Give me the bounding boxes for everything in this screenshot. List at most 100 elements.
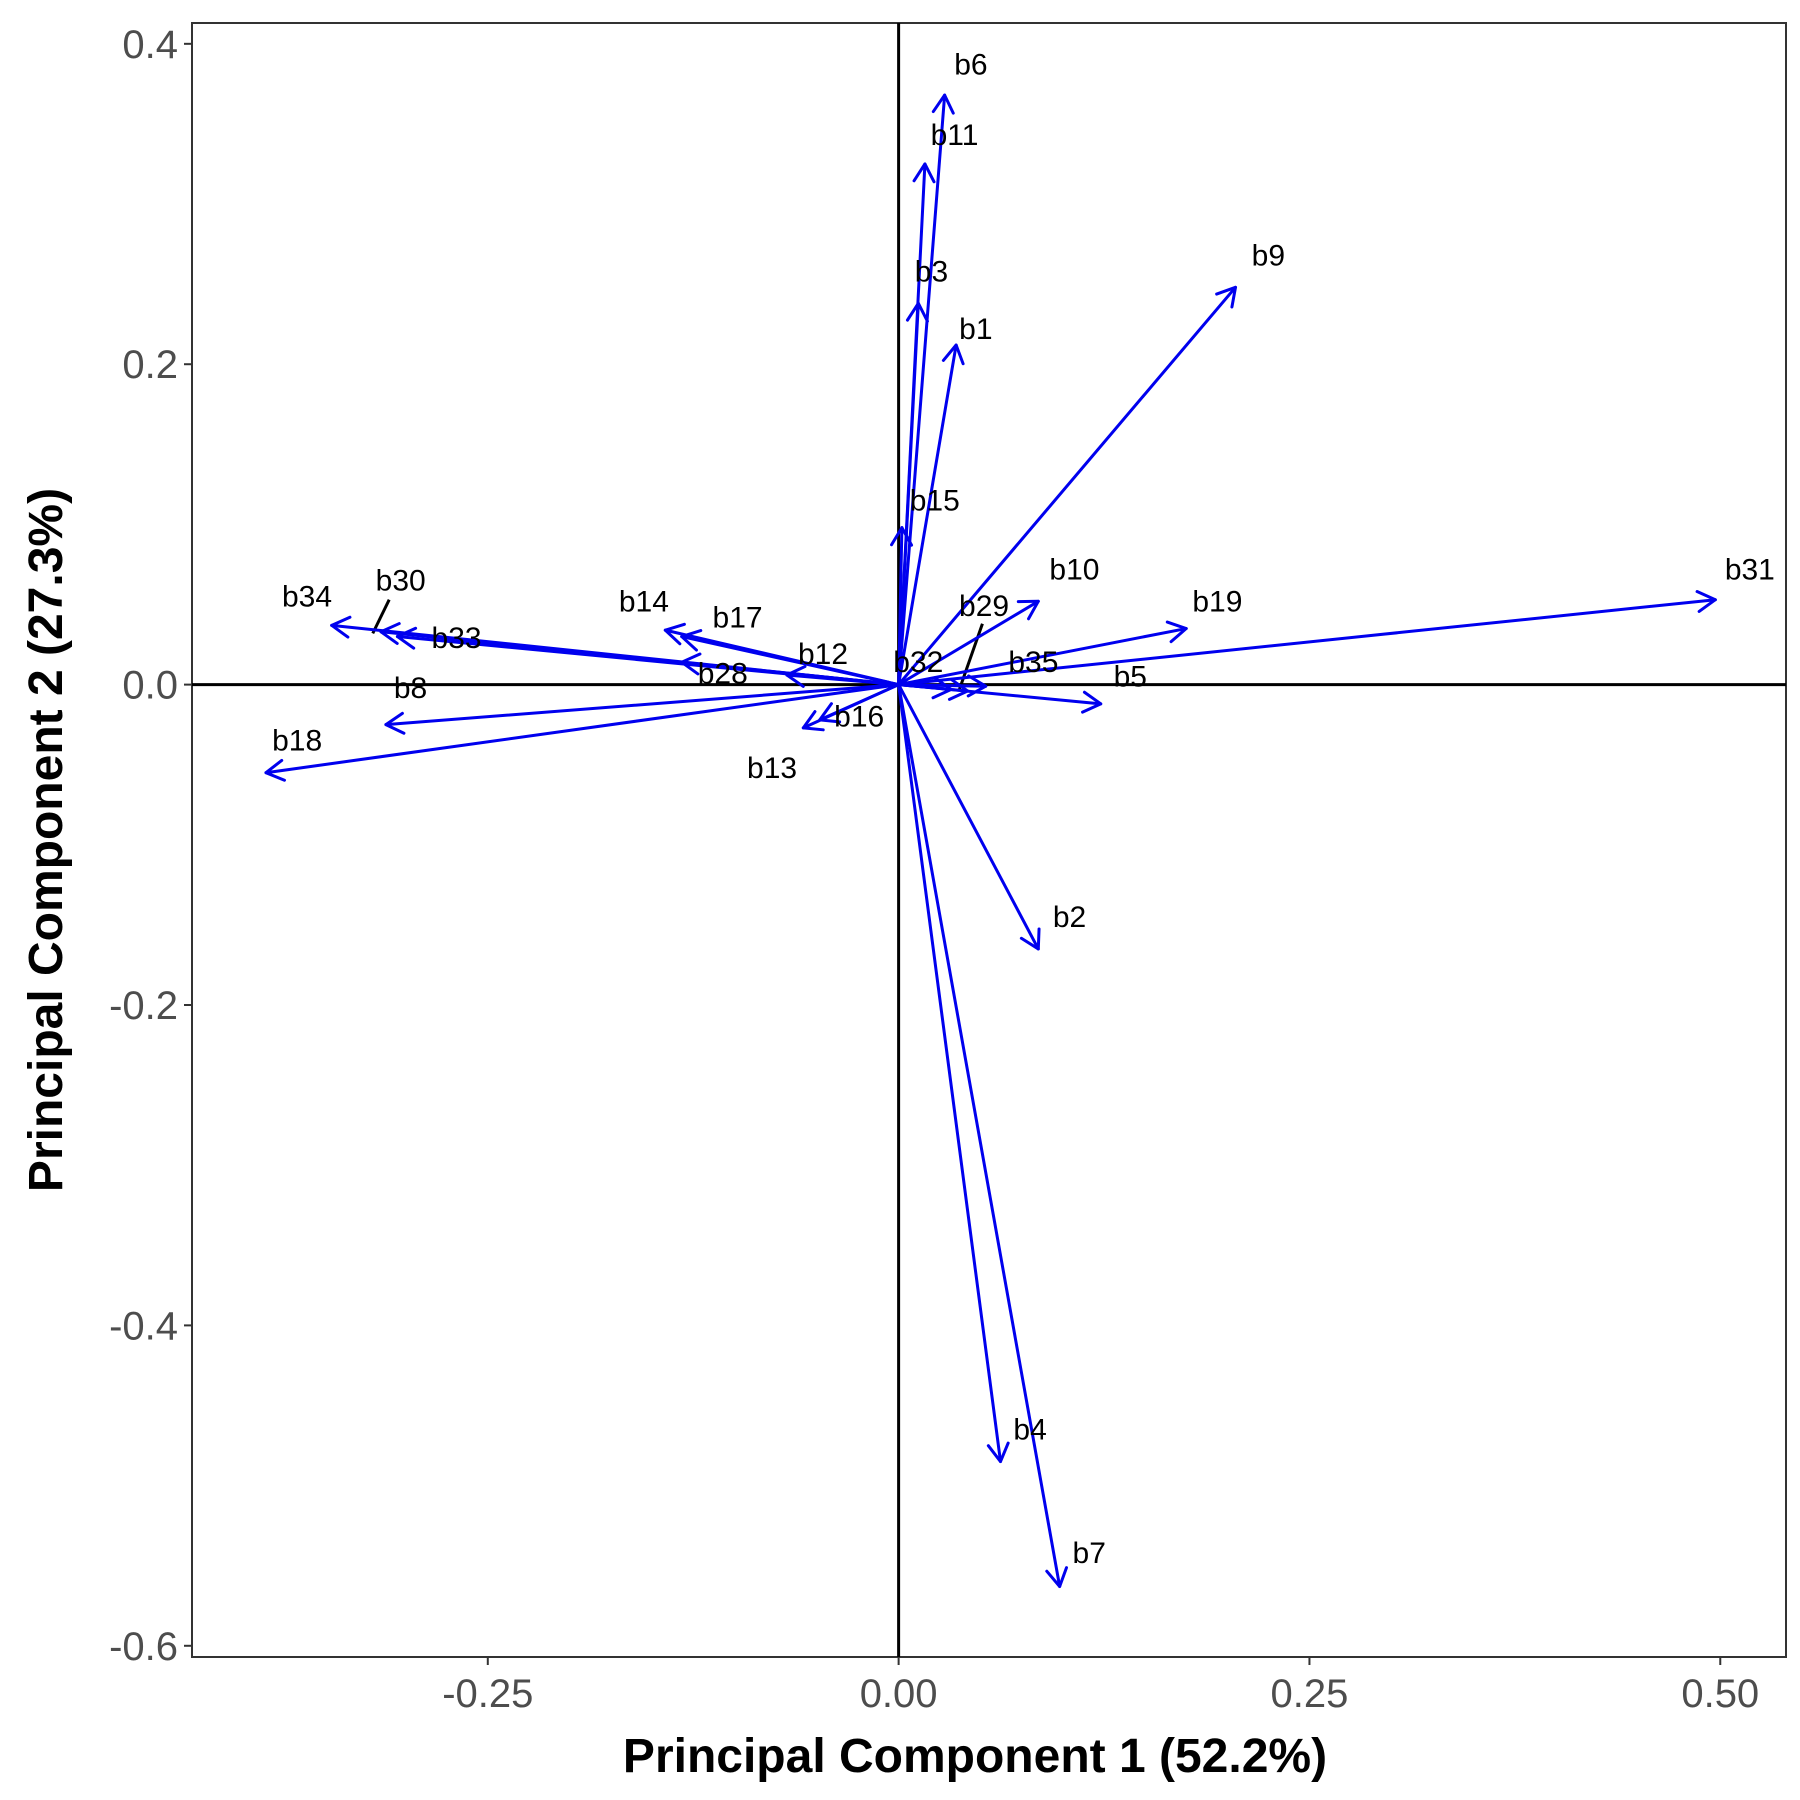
- vector-label-b13: b13: [747, 752, 797, 785]
- arrow-b1: [897, 343, 965, 687]
- vector-label-b12: b12: [798, 638, 848, 671]
- arrow-shaft-b2: [897, 683, 1040, 951]
- arrow-b17: [680, 629, 901, 687]
- arrow-shaft-b34: [330, 623, 901, 687]
- arrow-b8: [384, 683, 901, 735]
- arrow-shaft-b8: [384, 683, 901, 727]
- y-tick-label: -0.4: [109, 1304, 178, 1348]
- y-tick-label: 0.4: [122, 23, 178, 67]
- vector-label-b33: b33: [432, 622, 482, 655]
- arrow-head-b14: [663, 622, 686, 646]
- arrow-shaft-b18: [264, 683, 901, 775]
- vector-label-b9: b9: [1252, 239, 1285, 272]
- x-tick-label: 0.00: [860, 1672, 938, 1716]
- arrow-b7: [897, 683, 1068, 1589]
- arrow-shaft-b6: [897, 93, 947, 687]
- vector-label-b17: b17: [713, 601, 763, 634]
- y-axis-title: Principal Component 2 (27.3%): [20, 488, 73, 1192]
- arrow-b4: [897, 683, 1010, 1464]
- y-tick-label: -0.2: [109, 984, 178, 1028]
- leader-line-b29: [958, 623, 984, 690]
- vector-label-b28: b28: [698, 657, 748, 690]
- arrow-shaft-b16: [818, 683, 901, 722]
- arrow-b9: [897, 285, 1237, 687]
- arrow-b18: [264, 683, 901, 782]
- arrow-b19: [897, 620, 1188, 687]
- leader-line-b30: [371, 599, 391, 635]
- arrow-head-b6: [931, 93, 955, 115]
- arrow-b16: [818, 683, 901, 724]
- arrow-head-b4: [986, 1441, 1010, 1464]
- arrow-head-b31: [1695, 590, 1717, 613]
- loading-vectors: [264, 93, 1717, 1589]
- plot-panel-border: [191, 22, 1787, 1658]
- x-tick-label: -0.25: [442, 1672, 533, 1716]
- arrow-shaft-b17: [680, 635, 901, 687]
- arrow-shaft-b4: [897, 683, 1003, 1464]
- y-tick-label: -0.6: [109, 1625, 178, 1669]
- vector-label-b32: b32: [893, 646, 943, 679]
- arrow-head-b19: [1165, 620, 1188, 644]
- arrow-b15: [890, 526, 914, 687]
- arrow-shaft-b7: [897, 683, 1062, 1589]
- arrow-b35: [897, 674, 988, 698]
- arrow-head-b10: [1016, 599, 1040, 621]
- arrow-shaft-b35: [897, 683, 988, 688]
- arrow-shaft-b11: [897, 162, 927, 687]
- arrow-head-b7: [1045, 1566, 1068, 1589]
- vector-label-b4: b4: [1013, 1414, 1046, 1447]
- y-tick-label: 0.2: [122, 343, 178, 387]
- vector-label-b35: b35: [1008, 646, 1058, 679]
- arrow-shaft-b15: [897, 526, 904, 687]
- vector-label-b29: b29: [959, 590, 1009, 623]
- arrow-shaft-b31: [897, 598, 1717, 687]
- arrow-head-b9: [1215, 285, 1237, 309]
- vector-label-b15: b15: [910, 484, 960, 517]
- arrow-shaft-b19: [897, 627, 1188, 687]
- x-axis-title: Principal Component 1 (52.2%): [623, 1730, 1327, 1783]
- arrow-head-b16: [818, 702, 842, 724]
- arrow-head-b18: [264, 758, 286, 782]
- arrow-head-b34: [330, 615, 352, 639]
- arrow-b2: [897, 683, 1041, 951]
- vector-label-b14: b14: [619, 585, 669, 618]
- y-tick-label: 0.0: [122, 664, 178, 708]
- vector-label-b10: b10: [1049, 553, 1099, 586]
- vector-label-b18: b18: [272, 725, 322, 758]
- vector-label-b19: b19: [1192, 585, 1242, 618]
- x-axis-ticks: -0.25 0.00 0.25 0.50: [442, 1657, 1759, 1716]
- vector-label-b34: b34: [282, 581, 332, 614]
- vector-label-b1: b1: [959, 313, 992, 346]
- vector-label-b2: b2: [1053, 901, 1086, 934]
- arrow-b10: [897, 599, 1040, 687]
- vector-label-b7: b7: [1073, 1537, 1106, 1570]
- vector-label-b3: b3: [915, 255, 948, 288]
- arrow-b31: [897, 590, 1717, 687]
- vector-label-b5: b5: [1114, 661, 1147, 694]
- vector-label-b30: b30: [376, 564, 426, 597]
- arrow-head-b35: [966, 674, 988, 698]
- vector-label-b16: b16: [834, 701, 884, 734]
- vector-labels: b1 b2 b3 b4 b5 b6 b7 b8 b9 b10 b11 b12 b13 b14 b15 b16 b…: [272, 49, 1775, 1570]
- arrow-shaft-b10: [897, 599, 1040, 687]
- arrow-head-b2: [1019, 927, 1041, 951]
- arrow-head-b13: [801, 710, 825, 732]
- arrow-head-b5: [1081, 690, 1103, 714]
- x-tick-label: 0.50: [1681, 1672, 1759, 1716]
- arrow-b6: [897, 93, 955, 687]
- arrow-head-b15: [890, 526, 914, 547]
- y-axis-ticks: 0.4 0.2 0.0 -0.2 -0.4 -0.6: [109, 23, 192, 1669]
- arrow-shaft-b1: [897, 343, 958, 687]
- arrow-head-b32: [947, 677, 970, 701]
- x-tick-label: 0.25: [1271, 1672, 1349, 1716]
- vector-label-b8: b8: [394, 672, 427, 705]
- arrow-head-b11: [912, 162, 936, 184]
- arrow-b34: [330, 615, 901, 687]
- vector-label-b6: b6: [954, 49, 987, 82]
- vector-label-b31: b31: [1725, 553, 1775, 586]
- vector-label-b11: b11: [931, 119, 979, 152]
- arrow-shaft-b9: [897, 285, 1237, 687]
- arrow-head-b17: [680, 629, 703, 652]
- arrow-head-b8: [384, 711, 406, 735]
